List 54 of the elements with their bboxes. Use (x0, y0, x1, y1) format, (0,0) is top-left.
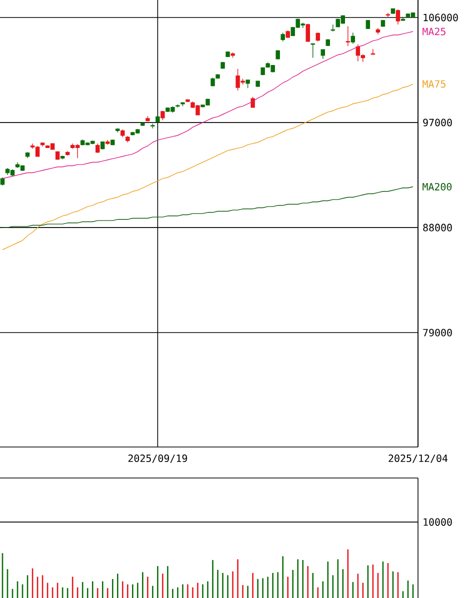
candlestick (380, 19, 386, 28)
candlestick (246, 80, 250, 88)
candlestick (276, 50, 280, 60)
candlestick (60, 155, 65, 160)
candlestick (210, 77, 215, 87)
candlestick (216, 74, 220, 80)
candlestick (350, 32, 356, 44)
candlestick (0, 177, 5, 186)
candlestick (316, 32, 320, 42)
candlestick (110, 139, 115, 146)
candlestick (220, 62, 225, 70)
candlestick (326, 38, 330, 46)
series-label: MA25 (422, 28, 446, 36)
candlestick (306, 24, 310, 42)
candlestick (386, 12, 390, 18)
y-tick-label: 79000 (423, 328, 452, 336)
candlestick (140, 122, 145, 126)
candlestick (226, 50, 230, 58)
candlestick (55, 151, 60, 160)
candlestick (366, 19, 370, 30)
candlestick (186, 98, 190, 102)
candlestick (150, 123, 155, 129)
y-tick-label: 88000 (423, 224, 452, 232)
candlestick (260, 67, 265, 76)
candlestick (400, 16, 406, 22)
candlestick (286, 30, 290, 38)
candlestick (96, 143, 100, 154)
series-label: MA75 (422, 80, 446, 88)
candlestick (146, 116, 150, 122)
candlestick (156, 116, 160, 123)
candlestick (320, 49, 325, 60)
candlestick (126, 136, 130, 143)
candlestick (370, 48, 376, 56)
candlestick (65, 150, 70, 156)
candlestick (256, 80, 260, 88)
x-tick-label: 2025/12/04 (388, 454, 448, 463)
y-tick-label: 10000 (424, 518, 452, 526)
candlestick (40, 142, 45, 147)
candlestick (280, 32, 285, 42)
y-tick-label: 97000 (423, 118, 452, 126)
candlestick (25, 152, 30, 158)
candlestick (346, 26, 350, 46)
candlestick (100, 141, 105, 150)
candlestick (160, 110, 165, 121)
candlestick (106, 140, 110, 146)
x-tick-label: 2025/09/19 (128, 454, 188, 463)
candlestick (250, 96, 255, 108)
y-tick-label: 106000 (424, 14, 458, 22)
candlestick (116, 128, 120, 133)
candlestick (390, 8, 396, 14)
candlestick (230, 52, 235, 58)
candlestick (376, 28, 380, 35)
candlestick (396, 8, 400, 25)
series-label: MA200 (422, 182, 452, 190)
